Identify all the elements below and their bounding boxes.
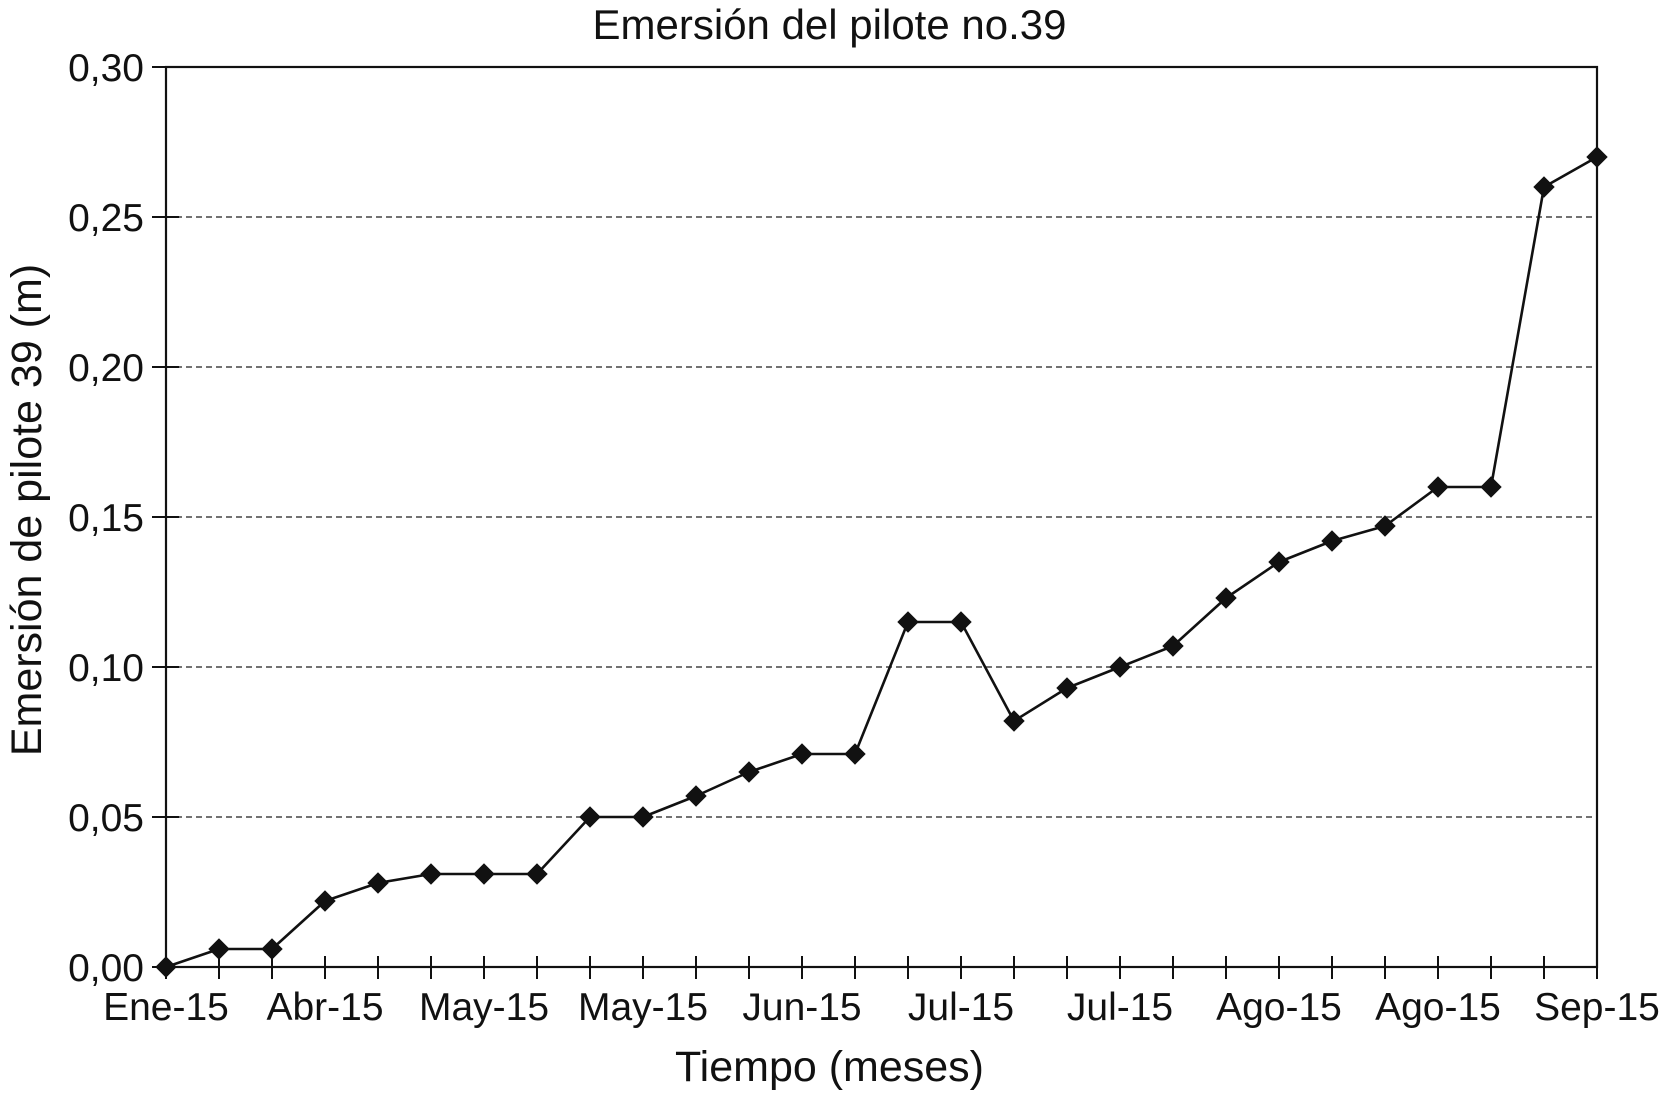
data-point-marker bbox=[685, 785, 707, 807]
chart-title: Emersión del pilote no.39 bbox=[592, 1, 1067, 48]
data-point-marker bbox=[1268, 551, 1290, 573]
data-point-marker bbox=[1586, 146, 1608, 168]
x-tick-label: May-15 bbox=[578, 986, 708, 1029]
x-tick-label: Abr-15 bbox=[266, 986, 383, 1029]
data-point-marker bbox=[1109, 656, 1131, 678]
data-point-marker bbox=[950, 611, 972, 633]
data-point-marker bbox=[1533, 176, 1555, 198]
data-point-marker bbox=[844, 743, 866, 765]
data-point-marker bbox=[314, 890, 336, 912]
x-tick-label: May-15 bbox=[419, 986, 549, 1029]
x-tick-label: Sep-15 bbox=[1534, 986, 1659, 1029]
y-tick-label: 0,25 bbox=[68, 197, 144, 240]
data-point-marker bbox=[1374, 515, 1396, 537]
y-tick-label: 0,30 bbox=[68, 47, 144, 90]
data-point-marker bbox=[579, 806, 601, 828]
x-tick-label: Jun-15 bbox=[742, 986, 861, 1029]
y-tick-label: 0,05 bbox=[68, 797, 144, 840]
data-point-marker bbox=[791, 743, 813, 765]
y-tick-label: 0,00 bbox=[68, 947, 144, 990]
x-tick-label: Ene-15 bbox=[103, 986, 229, 1029]
data-point-marker bbox=[1056, 677, 1078, 699]
x-tick-label: Jul-15 bbox=[908, 986, 1014, 1029]
y-tick-label: 0,20 bbox=[68, 347, 144, 390]
data-point-marker bbox=[367, 872, 389, 894]
x-axis-title: Tiempo (meses) bbox=[674, 1043, 985, 1091]
data-point-marker bbox=[1003, 710, 1025, 732]
data-point-marker bbox=[1480, 476, 1502, 498]
x-tick-label: Jul-15 bbox=[1067, 986, 1173, 1029]
data-point-marker bbox=[473, 863, 495, 885]
data-point-marker bbox=[632, 806, 654, 828]
data-point-marker bbox=[261, 938, 283, 960]
data-point-marker bbox=[897, 611, 919, 633]
x-tick-label: Ago-15 bbox=[1375, 986, 1501, 1029]
data-point-marker bbox=[208, 938, 230, 960]
data-point-marker bbox=[1321, 530, 1343, 552]
data-point-marker bbox=[738, 761, 760, 783]
y-tick-label: 0,10 bbox=[68, 647, 144, 690]
y-tick-label: 0,15 bbox=[68, 497, 144, 540]
data-point-marker bbox=[420, 863, 442, 885]
data-line bbox=[165, 155, 1598, 969]
data-point-marker bbox=[1162, 635, 1184, 657]
data-point-marker bbox=[1215, 587, 1237, 609]
data-point-marker bbox=[155, 956, 177, 978]
x-tick-label: Ago-15 bbox=[1216, 986, 1342, 1029]
data-point-marker bbox=[526, 863, 548, 885]
data-point-marker bbox=[1427, 476, 1449, 498]
